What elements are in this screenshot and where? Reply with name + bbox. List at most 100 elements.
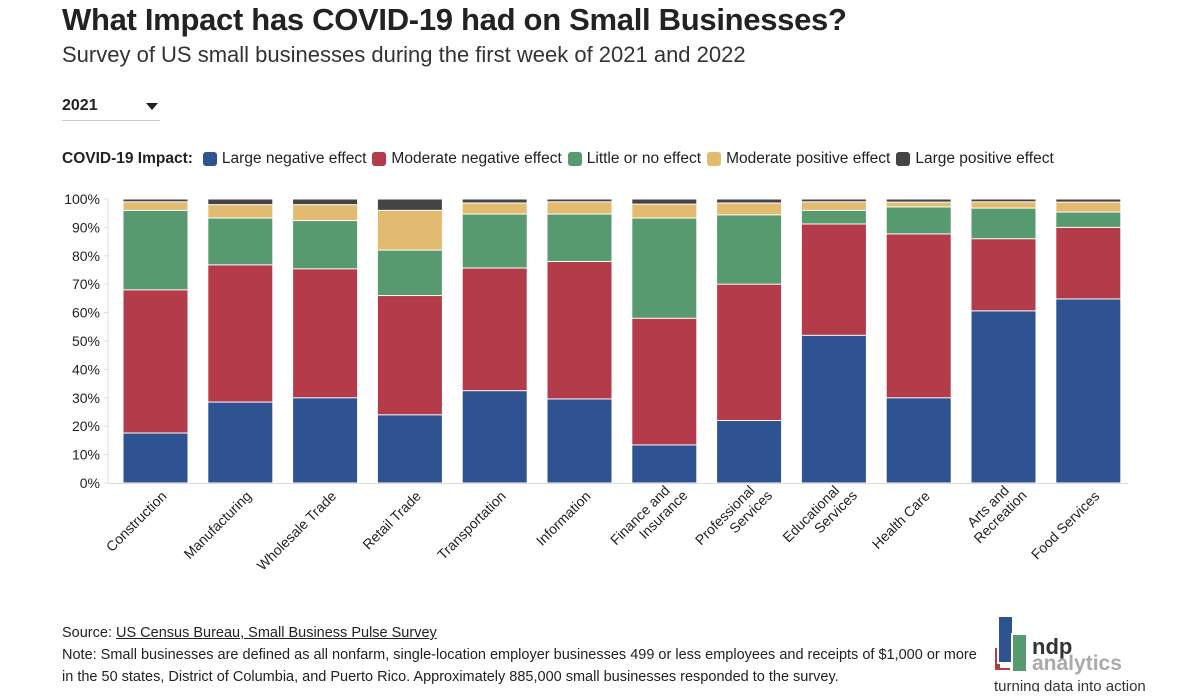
bar-segment[interactable] <box>971 311 1036 483</box>
bar-segment[interactable] <box>717 215 782 284</box>
x-tick-label-group: Transportation <box>434 488 509 563</box>
bar-segment[interactable] <box>886 199 951 202</box>
footer: Source: US Census Bureau, Small Business… <box>62 622 982 688</box>
x-tick-label: Finance andInsurance <box>607 476 691 560</box>
bar-segment[interactable] <box>886 234 951 398</box>
bar-segment[interactable] <box>293 205 358 221</box>
bar-segment[interactable] <box>123 199 188 202</box>
bar-segment[interactable] <box>632 445 697 483</box>
bar-segment[interactable] <box>717 203 782 215</box>
bar-segment[interactable] <box>208 402 273 483</box>
x-tick-label: Food Services <box>1028 488 1103 563</box>
bar-segment[interactable] <box>971 199 1036 202</box>
bar-segment[interactable] <box>123 290 188 433</box>
legend-title: COVID-19 Impact: <box>62 150 193 167</box>
legend: COVID-19 Impact: Large negative effect Mo… <box>62 150 1060 168</box>
bar-segment[interactable] <box>377 296 442 415</box>
bar-segment[interactable] <box>1056 199 1121 202</box>
bar-segment[interactable] <box>971 239 1036 311</box>
bar-segment[interactable] <box>377 250 442 296</box>
bar-segment[interactable] <box>717 421 782 483</box>
bar-segment[interactable] <box>462 199 527 203</box>
x-tick-label-group: Finance andInsurance <box>607 476 691 560</box>
bar-segment[interactable] <box>377 415 442 483</box>
bar-segment[interactable] <box>293 221 358 269</box>
ndp-analytics-logo: ndp analytics turning data into action <box>992 612 1152 692</box>
bar-segment[interactable] <box>801 199 866 202</box>
bar-segment[interactable] <box>801 202 866 210</box>
y-tick-label: 100% <box>64 191 100 207</box>
bar-segment[interactable] <box>717 199 782 203</box>
bar-segment[interactable] <box>886 207 951 234</box>
x-tick-label: Transportation <box>434 488 509 563</box>
bar-segment[interactable] <box>1056 202 1121 212</box>
x-tick-label-group: ProfessionalServices <box>692 482 775 548</box>
bar-segment[interactable] <box>632 199 697 204</box>
logo-name: ndp <box>1032 634 1072 659</box>
x-tick-label-group: Arts andRecreation <box>964 482 1030 546</box>
y-tick-label: 80% <box>72 248 100 264</box>
y-tick-label: 20% <box>72 418 100 434</box>
bar-segment[interactable] <box>971 202 1036 208</box>
bar-segment[interactable] <box>462 203 527 214</box>
bar-segment[interactable] <box>1056 212 1121 227</box>
bar-segment[interactable] <box>632 318 697 445</box>
y-tick-label: 50% <box>72 333 100 349</box>
bar-segment[interactable] <box>801 210 866 224</box>
x-tick-label: Retail Trade <box>359 488 424 553</box>
bar-segment[interactable] <box>123 210 188 290</box>
bar-segment[interactable] <box>123 433 188 483</box>
legend-label: Little or no effect <box>586 150 702 167</box>
x-tick-label-group: Food Services <box>1028 488 1103 563</box>
legend-item[interactable]: Moderate positive effect <box>707 150 890 168</box>
bar-segment[interactable] <box>123 202 188 210</box>
bar-segment[interactable] <box>462 268 527 391</box>
bar-segment[interactable] <box>547 261 612 399</box>
source-link[interactable]: US Census Bureau, Small Business Pulse S… <box>116 625 437 641</box>
x-tick-label-group: Information <box>533 488 594 549</box>
bar-segment[interactable] <box>632 204 697 218</box>
x-tick-label-group: Wholesale Trade <box>254 488 340 574</box>
x-tick-label-group: Health Care <box>869 488 933 552</box>
legend-item[interactable]: Large positive effect <box>896 150 1054 168</box>
bar-segment[interactable] <box>886 202 951 207</box>
bar-segment[interactable] <box>377 210 442 250</box>
legend-swatch <box>707 152 722 166</box>
legend-swatch <box>896 152 911 166</box>
legend-item[interactable]: Moderate negative effect <box>372 150 562 168</box>
bar-segment[interactable] <box>293 269 358 398</box>
legend-label: Moderate positive effect <box>726 150 891 167</box>
legend-item[interactable]: Little or no effect <box>567 150 702 168</box>
legend-item[interactable]: Large negative effect <box>202 150 366 168</box>
bar-segment[interactable] <box>801 335 866 483</box>
bar-segment[interactable] <box>293 398 358 483</box>
bar-segment[interactable] <box>717 284 782 421</box>
bar-segment[interactable] <box>208 199 273 205</box>
bar-segment[interactable] <box>886 398 951 483</box>
bar-segment[interactable] <box>208 205 273 218</box>
y-tick-label: 0% <box>80 475 100 491</box>
bar-segment[interactable] <box>547 214 612 261</box>
bar-segment[interactable] <box>1056 299 1121 483</box>
x-tick-label: Manufacturing <box>180 488 254 562</box>
bar-segment[interactable] <box>208 218 273 265</box>
year-dropdown[interactable]: 2021 <box>62 92 160 121</box>
bar-segment[interactable] <box>462 391 527 483</box>
bar-segment[interactable] <box>547 399 612 483</box>
bar-segment[interactable] <box>547 202 612 214</box>
bar-segment[interactable] <box>462 214 527 268</box>
y-tick-label: 40% <box>72 361 100 377</box>
bar-segment[interactable] <box>208 265 273 402</box>
bar-segment[interactable] <box>801 224 866 335</box>
x-tick-label: Health Care <box>869 488 933 552</box>
bar-segment[interactable] <box>632 218 697 318</box>
bar-segment[interactable] <box>1056 227 1121 299</box>
legend-swatch <box>202 152 217 166</box>
bar-segment[interactable] <box>547 199 612 202</box>
bar-segment[interactable] <box>293 199 358 205</box>
x-tick-label: Information <box>533 488 594 549</box>
y-tick-label: 60% <box>72 305 100 321</box>
page-subtitle: Survey of US small businesses during the… <box>62 42 746 67</box>
bar-segment[interactable] <box>377 199 442 210</box>
bar-segment[interactable] <box>971 208 1036 239</box>
